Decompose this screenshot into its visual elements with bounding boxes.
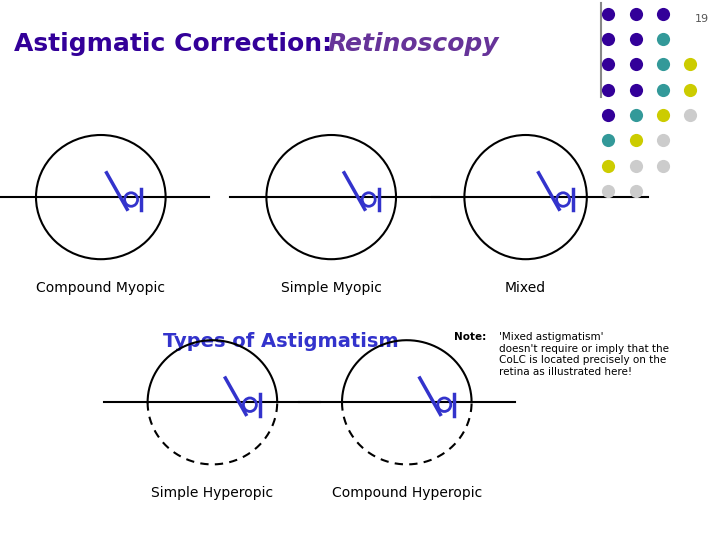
Point: [603, 111, 614, 119]
Point: [657, 161, 669, 170]
Point: [657, 111, 669, 119]
Point: [685, 111, 696, 119]
Point: [630, 35, 642, 43]
Text: Simple Hyperopic: Simple Hyperopic: [151, 486, 274, 500]
Point: [657, 35, 669, 43]
Point: [657, 9, 669, 18]
Point: [657, 85, 669, 94]
Point: [630, 60, 642, 69]
Point: [685, 85, 696, 94]
Point: [603, 161, 614, 170]
Point: [603, 85, 614, 94]
Text: Mixed: Mixed: [505, 281, 546, 295]
Point: [657, 60, 669, 69]
Point: [685, 60, 696, 69]
Text: 19: 19: [695, 14, 709, 24]
Point: [657, 136, 669, 145]
Point: [630, 187, 642, 195]
Text: Compound Myopic: Compound Myopic: [36, 281, 166, 295]
Point: [603, 60, 614, 69]
Text: Retinoscopy: Retinoscopy: [328, 32, 499, 56]
Point: [603, 9, 614, 18]
Point: [603, 35, 614, 43]
Point: [630, 111, 642, 119]
Text: Note:: Note:: [454, 332, 490, 342]
Point: [630, 136, 642, 145]
Point: [630, 85, 642, 94]
Point: [630, 9, 642, 18]
Text: Astigmatic Correction:: Astigmatic Correction:: [14, 32, 341, 56]
Text: Compound Hyperopic: Compound Hyperopic: [332, 486, 482, 500]
Point: [603, 136, 614, 145]
Text: 'Mixed astigmatism'
doesn't require or imply that the
CoLC is located precisely : 'Mixed astigmatism' doesn't require or i…: [499, 332, 669, 377]
Text: Types of Astigmatism: Types of Astigmatism: [163, 332, 399, 351]
Point: [603, 187, 614, 195]
Point: [630, 161, 642, 170]
Text: Simple Myopic: Simple Myopic: [281, 281, 382, 295]
